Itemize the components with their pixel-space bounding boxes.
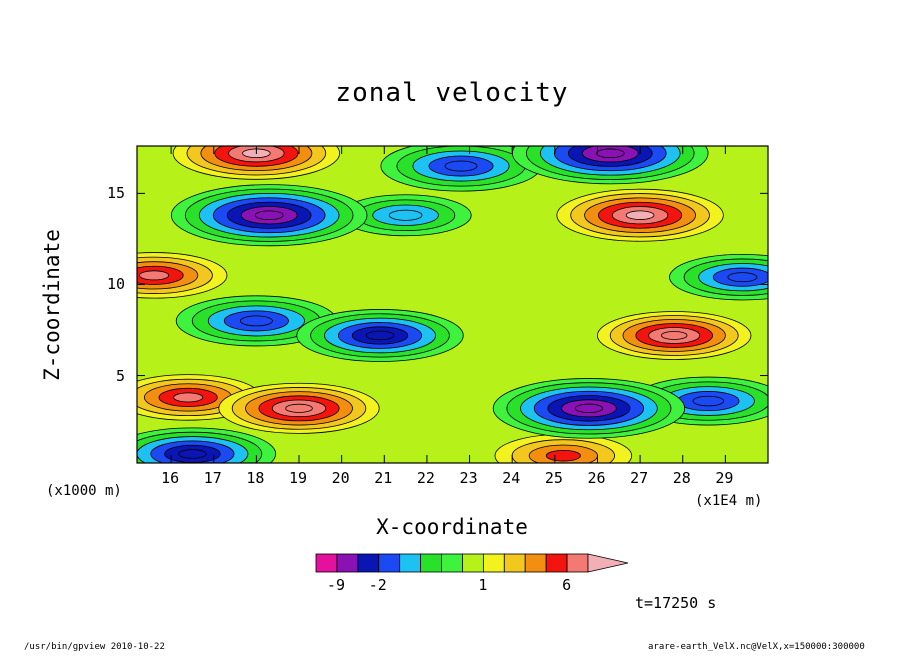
contour-band	[727, 272, 758, 283]
contour-band	[545, 449, 581, 462]
contour-band	[595, 148, 625, 159]
contour-band	[365, 330, 395, 341]
colorbar-segment	[420, 553, 442, 573]
time-label: t=17250 s	[635, 594, 717, 612]
x-tick-label: 29	[715, 469, 734, 487]
contour-band	[173, 392, 204, 403]
contour-band	[625, 210, 655, 220]
contour-band	[692, 395, 725, 407]
colorbar-tick-label: 1	[478, 576, 488, 594]
z-unit-label: (x1E4 m)	[695, 493, 763, 509]
colorbar-segment	[524, 553, 547, 573]
colorbar-segment	[462, 553, 484, 573]
colorbar-segment	[545, 553, 568, 573]
contour-band	[239, 315, 273, 327]
colorbar-segment	[503, 553, 526, 573]
y-tick-label: 10	[107, 275, 126, 294]
x-tick-label: 23	[459, 469, 478, 487]
colorbar-arrow	[587, 553, 629, 573]
footer-right: arare-earth_VelX.nc@VelX,x=150000:300000	[648, 642, 865, 652]
x-unit-label: (x1000 m)	[46, 483, 122, 499]
y-axis-label: Z-coordinate	[40, 229, 64, 381]
contour-band	[178, 449, 207, 459]
x-tick-label: 20	[331, 469, 350, 487]
x-tick-label: 22	[416, 469, 435, 487]
colorbar-segment	[315, 553, 338, 573]
x-axis-label: X-coordinate	[376, 515, 528, 539]
x-tick-label: 27	[630, 469, 649, 487]
chart-title: zonal velocity	[335, 78, 569, 108]
colorbar-segment	[566, 553, 589, 573]
colorbar-segment	[336, 553, 359, 573]
x-tick-label: 19	[289, 469, 308, 487]
contour-band	[388, 209, 423, 221]
x-tick-label: 26	[587, 469, 606, 487]
contour-band	[254, 210, 284, 220]
contour-band	[574, 403, 604, 414]
colorbar-segment	[399, 553, 422, 573]
colorbar-segment	[441, 553, 463, 573]
colorbar-tick-label: -2	[368, 576, 387, 594]
x-tick-label: 17	[203, 469, 222, 487]
footer-left: /usr/bin/gpview 2010-10-22	[24, 642, 165, 652]
x-tick-label: 25	[544, 469, 563, 487]
x-tick-label: 24	[502, 469, 521, 487]
x-tick-label: 28	[672, 469, 691, 487]
contour-band	[139, 270, 170, 281]
colorbar-segment	[482, 553, 505, 573]
contour-band	[661, 331, 688, 340]
plot-frame	[136, 145, 769, 464]
colorbar-segment	[357, 553, 380, 573]
y-tick-label: 5	[116, 366, 126, 385]
contour-band	[285, 403, 313, 413]
x-tick-label: 21	[374, 469, 393, 487]
colorbar-tick-label: 6	[562, 576, 572, 594]
contour-band	[444, 160, 478, 172]
colorbar-segment	[378, 553, 401, 573]
colorbar-tick-label: -9	[326, 576, 345, 594]
x-tick-label: 18	[246, 469, 265, 487]
y-tick-label: 15	[107, 184, 126, 203]
x-tick-label: 16	[161, 469, 180, 487]
